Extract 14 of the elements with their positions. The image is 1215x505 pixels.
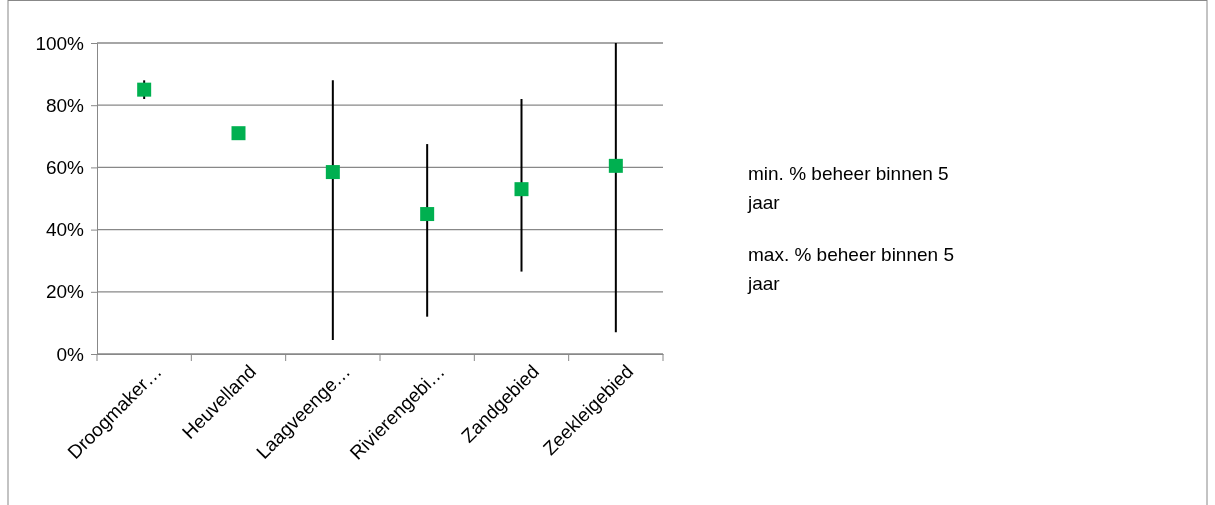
y-tick-label: 80%	[45, 94, 85, 116]
point	[514, 182, 529, 197]
text: max. % beheer binnen 5 jaar	[747, 244, 954, 295]
point	[137, 82, 152, 97]
y-tick-label: 100%	[35, 32, 85, 54]
point	[325, 165, 340, 180]
y-tick-label: 60%	[45, 156, 85, 178]
point	[608, 158, 623, 173]
y-tick-label: 0%	[56, 343, 85, 365]
y-tick-label: 20%	[45, 281, 85, 303]
y-tick-label: 40%	[45, 219, 85, 241]
text: min. % beheer binnen 5 jaar	[747, 163, 949, 214]
point	[420, 207, 435, 222]
point	[231, 126, 246, 141]
